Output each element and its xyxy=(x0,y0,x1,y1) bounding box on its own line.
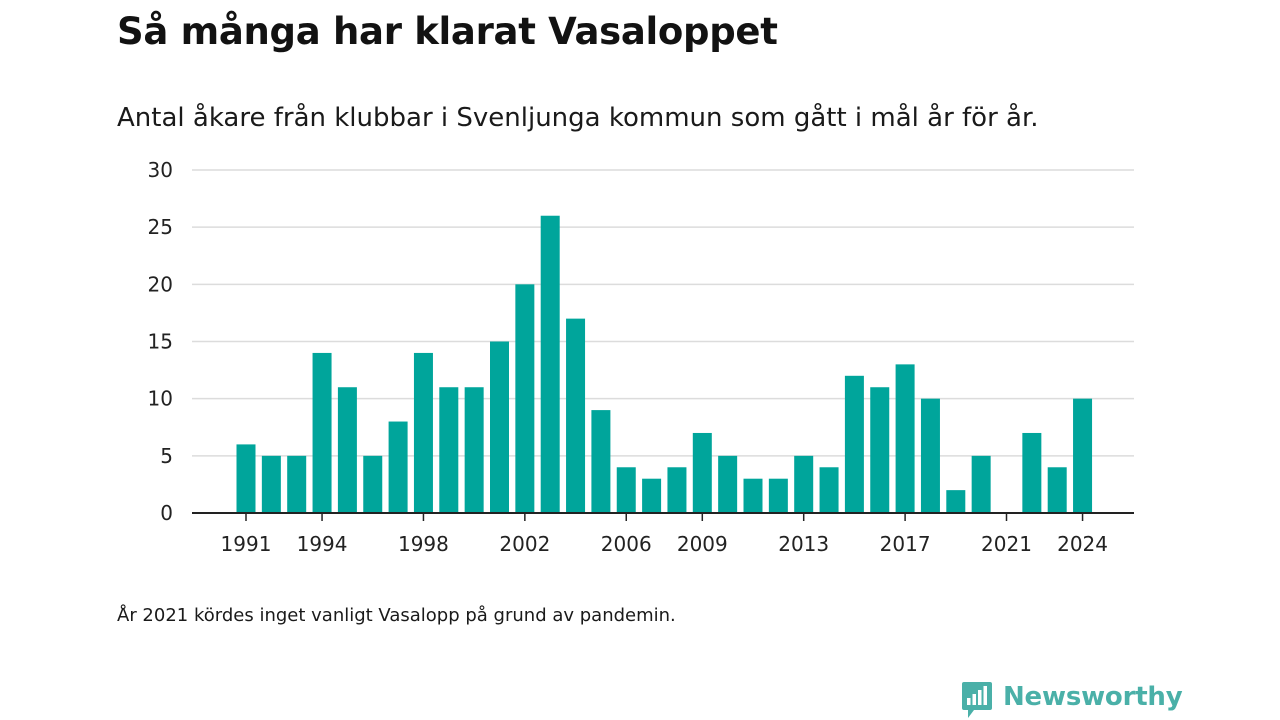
bar-1993 xyxy=(287,455,307,513)
bar-2004 xyxy=(566,318,586,513)
y-tick-label-20: 20 xyxy=(148,272,173,296)
bar-2010 xyxy=(718,455,738,513)
bar-2009 xyxy=(692,432,712,513)
bar-2020 xyxy=(971,455,991,513)
chart-title: Så många har klarat Vasaloppet xyxy=(117,10,778,53)
bar-2023 xyxy=(1047,467,1067,513)
x-tick-label-2006: 2006 xyxy=(601,532,652,556)
x-tick-label-2017: 2017 xyxy=(880,532,931,556)
x-tick-label-1994: 1994 xyxy=(297,532,348,556)
newsworthy-logo-icon xyxy=(960,680,994,720)
y-tick-label-0: 0 xyxy=(160,501,173,525)
bar-2016 xyxy=(870,387,890,513)
y-tick-label-15: 15 xyxy=(148,330,173,354)
y-tick-label-10: 10 xyxy=(148,387,173,411)
bar-1994 xyxy=(312,352,332,513)
x-tick-label-2024: 2024 xyxy=(1057,532,1108,556)
bar-2007 xyxy=(642,478,662,513)
bar-2006 xyxy=(616,467,636,513)
bar-2017 xyxy=(895,364,915,513)
brand-name: Newsworthy xyxy=(1003,682,1183,712)
bar-2008 xyxy=(667,467,687,513)
gridlines xyxy=(192,169,1134,457)
y-tick-label-25: 25 xyxy=(148,215,173,239)
x-tick-label-2002: 2002 xyxy=(499,532,550,556)
bar-2015 xyxy=(844,375,864,513)
bar-2003 xyxy=(540,215,560,513)
y-tick-label-5: 5 xyxy=(160,444,173,468)
bar-2014 xyxy=(819,467,839,513)
axes: 0 5 10 15 20 25 30 1991 1994 1998 2002 2006 2009 2013… xyxy=(148,158,1134,556)
bar-2013 xyxy=(794,455,814,513)
y-tick-label-30: 30 xyxy=(148,158,173,182)
footnote: År 2021 kördes inget vanligt Vasalopp på… xyxy=(117,605,676,626)
bar-2005 xyxy=(591,410,611,513)
bar-2019 xyxy=(946,490,966,513)
brand-logo-link[interactable]: Newsworthy xyxy=(960,680,1183,720)
bar-1991 xyxy=(236,444,256,513)
bar-2024 xyxy=(1073,398,1093,513)
bar-1992 xyxy=(261,455,281,513)
x-tick-label-1998: 1998 xyxy=(398,532,449,556)
bar-2018 xyxy=(920,398,940,513)
bar-2002 xyxy=(515,284,535,513)
bar-2012 xyxy=(768,478,788,513)
bar-1997 xyxy=(388,421,408,513)
bar-chart: 0 5 10 15 20 25 30 1991 1994 1998 2002 2006 2009 2013… xyxy=(148,158,1134,556)
bar-1998 xyxy=(413,352,433,513)
x-tick-label-1991: 1991 xyxy=(221,532,272,556)
bar-1996 xyxy=(363,455,383,513)
chart-subtitle: Antal åkare från klubbar i Svenljunga ko… xyxy=(117,103,1039,133)
bar-2022 xyxy=(1022,432,1042,513)
bar-2001 xyxy=(490,341,509,513)
bar-1995 xyxy=(337,387,357,513)
bar-2000 xyxy=(464,387,484,513)
x-tick-label-2009: 2009 xyxy=(677,532,728,556)
bars xyxy=(236,215,1093,513)
bar-2011 xyxy=(743,478,763,513)
bar-1999 xyxy=(439,387,459,513)
x-tick-label-2013: 2013 xyxy=(778,532,829,556)
x-tick-label-2021: 2021 xyxy=(981,532,1032,556)
